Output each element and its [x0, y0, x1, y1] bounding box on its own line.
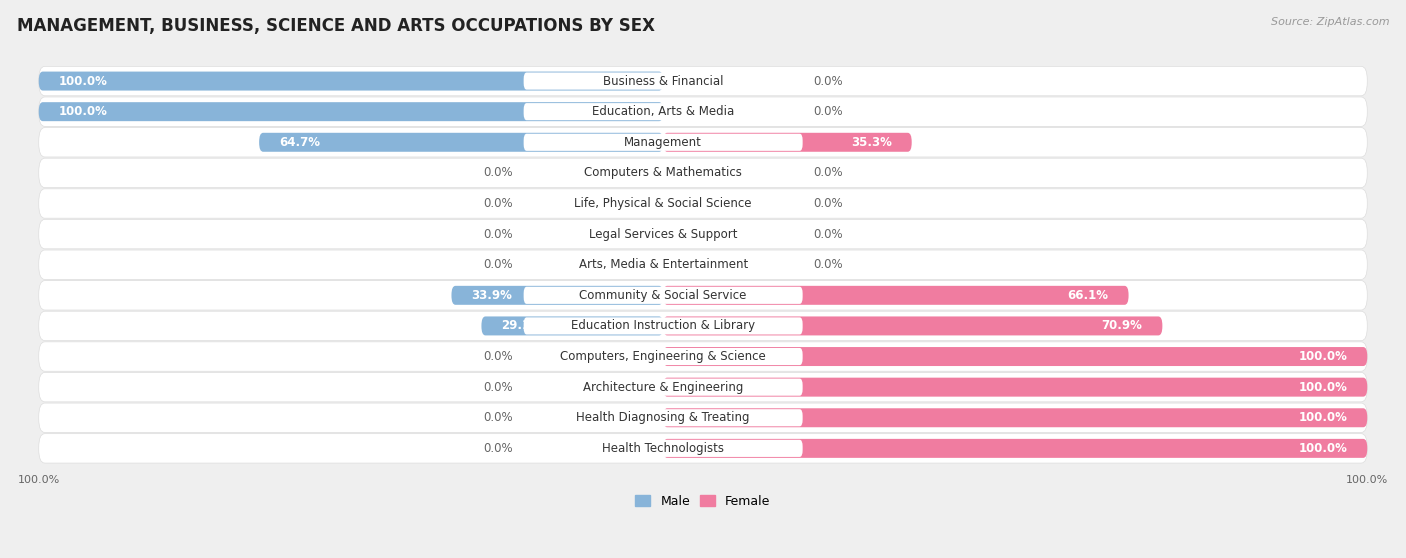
Text: Life, Physical & Social Science: Life, Physical & Social Science [575, 197, 752, 210]
FancyBboxPatch shape [39, 189, 1367, 218]
FancyBboxPatch shape [39, 71, 664, 90]
FancyBboxPatch shape [523, 134, 803, 151]
FancyBboxPatch shape [523, 73, 803, 90]
Text: 29.1%: 29.1% [502, 319, 543, 333]
FancyBboxPatch shape [523, 195, 803, 212]
FancyBboxPatch shape [39, 342, 1367, 371]
FancyBboxPatch shape [523, 318, 803, 334]
Text: Health Diagnosing & Treating: Health Diagnosing & Treating [576, 411, 749, 424]
Text: Management: Management [624, 136, 702, 149]
Text: Source: ZipAtlas.com: Source: ZipAtlas.com [1271, 17, 1389, 27]
Legend: Male, Female: Male, Female [630, 490, 776, 513]
FancyBboxPatch shape [664, 439, 1367, 458]
Text: 0.0%: 0.0% [813, 166, 842, 179]
Text: 0.0%: 0.0% [813, 258, 842, 271]
FancyBboxPatch shape [523, 348, 803, 365]
FancyBboxPatch shape [39, 281, 1367, 310]
FancyBboxPatch shape [523, 378, 803, 396]
FancyBboxPatch shape [451, 286, 664, 305]
Text: Computers, Engineering & Science: Computers, Engineering & Science [560, 350, 766, 363]
Text: 66.1%: 66.1% [1067, 289, 1109, 302]
Text: Education Instruction & Library: Education Instruction & Library [571, 319, 755, 333]
FancyBboxPatch shape [39, 434, 1367, 463]
Text: 0.0%: 0.0% [484, 228, 513, 240]
Text: 100.0%: 100.0% [59, 75, 107, 88]
FancyBboxPatch shape [664, 347, 1367, 366]
Text: 0.0%: 0.0% [484, 197, 513, 210]
FancyBboxPatch shape [39, 102, 664, 121]
FancyBboxPatch shape [39, 66, 1367, 96]
Text: 64.7%: 64.7% [278, 136, 321, 149]
FancyBboxPatch shape [523, 287, 803, 304]
FancyBboxPatch shape [523, 225, 803, 243]
Text: 100.0%: 100.0% [59, 105, 107, 118]
Text: 0.0%: 0.0% [484, 411, 513, 424]
FancyBboxPatch shape [39, 403, 1367, 432]
FancyBboxPatch shape [39, 311, 1367, 340]
Text: Community & Social Service: Community & Social Service [579, 289, 747, 302]
FancyBboxPatch shape [39, 372, 1367, 402]
Text: 0.0%: 0.0% [484, 166, 513, 179]
Text: 35.3%: 35.3% [851, 136, 891, 149]
FancyBboxPatch shape [523, 103, 803, 120]
FancyBboxPatch shape [664, 133, 911, 152]
Text: Business & Financial: Business & Financial [603, 75, 724, 88]
Text: 100.0%: 100.0% [1299, 350, 1347, 363]
FancyBboxPatch shape [39, 219, 1367, 249]
Text: 0.0%: 0.0% [813, 105, 842, 118]
Text: 0.0%: 0.0% [813, 75, 842, 88]
FancyBboxPatch shape [664, 408, 1367, 427]
Text: Computers & Mathematics: Computers & Mathematics [585, 166, 742, 179]
Text: 100.0%: 100.0% [1299, 442, 1347, 455]
FancyBboxPatch shape [664, 378, 1367, 397]
FancyBboxPatch shape [523, 256, 803, 273]
FancyBboxPatch shape [39, 97, 1367, 126]
FancyBboxPatch shape [39, 250, 1367, 280]
Text: 0.0%: 0.0% [484, 350, 513, 363]
Text: 100.0%: 100.0% [1299, 411, 1347, 424]
Text: 0.0%: 0.0% [484, 442, 513, 455]
Text: 0.0%: 0.0% [484, 258, 513, 271]
Text: Arts, Media & Entertainment: Arts, Media & Entertainment [578, 258, 748, 271]
FancyBboxPatch shape [523, 409, 803, 426]
Text: Legal Services & Support: Legal Services & Support [589, 228, 737, 240]
Text: MANAGEMENT, BUSINESS, SCIENCE AND ARTS OCCUPATIONS BY SEX: MANAGEMENT, BUSINESS, SCIENCE AND ARTS O… [17, 17, 655, 35]
FancyBboxPatch shape [523, 440, 803, 457]
FancyBboxPatch shape [39, 128, 1367, 157]
FancyBboxPatch shape [664, 316, 1163, 335]
FancyBboxPatch shape [39, 158, 1367, 187]
FancyBboxPatch shape [259, 133, 664, 152]
Text: Education, Arts & Media: Education, Arts & Media [592, 105, 734, 118]
Text: Health Technologists: Health Technologists [602, 442, 724, 455]
Text: Architecture & Engineering: Architecture & Engineering [583, 381, 744, 393]
Text: 0.0%: 0.0% [813, 228, 842, 240]
FancyBboxPatch shape [481, 316, 664, 335]
Text: 0.0%: 0.0% [484, 381, 513, 393]
Text: 70.9%: 70.9% [1101, 319, 1143, 333]
FancyBboxPatch shape [664, 286, 1129, 305]
FancyBboxPatch shape [523, 164, 803, 181]
Text: 33.9%: 33.9% [471, 289, 512, 302]
Text: 0.0%: 0.0% [813, 197, 842, 210]
Text: 100.0%: 100.0% [1299, 381, 1347, 393]
